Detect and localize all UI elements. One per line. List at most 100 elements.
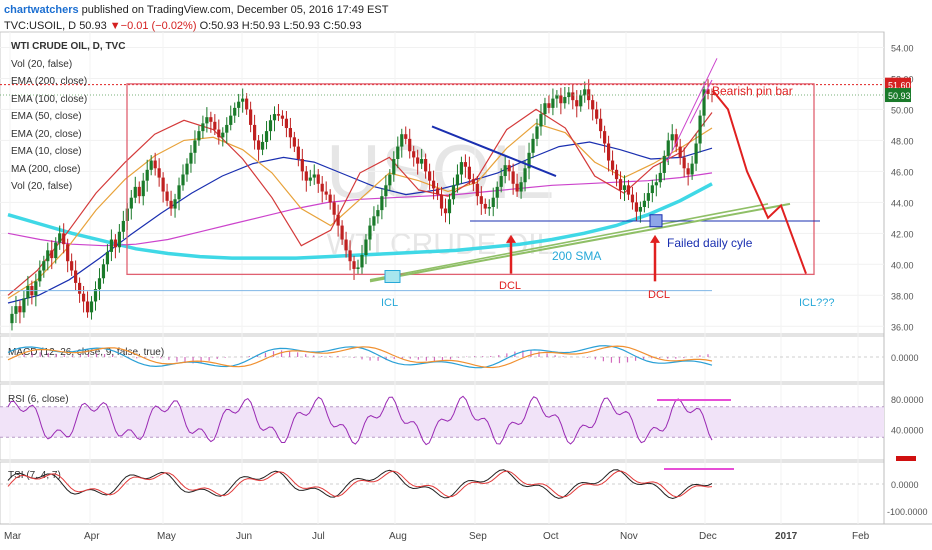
ohlc-values: O:50.93 H:50.93 L:50.93 C:50.93 (199, 20, 362, 32)
candle (599, 118, 603, 132)
moving-average-line (369, 203, 769, 281)
rsi-tick-label: 40.0000 (891, 426, 924, 436)
price-label: 50.93 (888, 91, 911, 101)
candle (431, 180, 436, 189)
candle (292, 137, 296, 147)
candle (698, 115, 702, 144)
candle (535, 126, 539, 139)
candle (197, 131, 201, 141)
candle (682, 157, 686, 169)
candle (424, 158, 428, 172)
candle (559, 95, 563, 104)
x-tick-label: Apr (84, 531, 100, 542)
x-tick-label: Mar (4, 531, 22, 542)
candle (352, 261, 356, 269)
candle (42, 261, 46, 271)
legend-item[interactable]: EMA (200, close) (11, 76, 88, 87)
candle (507, 165, 511, 172)
legend-item[interactable]: EMA (50, close) (11, 111, 82, 122)
candle (169, 200, 173, 209)
legend-item[interactable]: Vol (20, false) (11, 181, 73, 192)
candle (491, 197, 495, 208)
candle (129, 197, 133, 209)
candle (185, 163, 189, 175)
candle (268, 120, 273, 132)
candle (618, 179, 623, 190)
candle (670, 134, 674, 141)
price-axis[interactable] (884, 32, 932, 524)
candle (177, 185, 181, 200)
candle (181, 174, 185, 186)
y-tick-label: 44.00 (891, 198, 914, 208)
candle (252, 124, 257, 141)
candle (264, 131, 269, 142)
candle (241, 98, 245, 102)
y-tick-label: 50.00 (891, 105, 914, 115)
candle (475, 183, 479, 197)
y-tick-label: 54.00 (891, 43, 914, 53)
publish-line: chartwatchers published on TradingView.c… (4, 4, 388, 16)
candle (650, 185, 654, 194)
candle (408, 138, 412, 152)
rsi-line (7, 395, 713, 446)
candle (97, 278, 102, 290)
candle (221, 132, 225, 138)
candle (384, 185, 388, 197)
dcl-arrow-head (506, 234, 516, 243)
candle (368, 225, 372, 240)
candle (113, 239, 117, 248)
pin-bar-wedge-line (689, 79, 713, 124)
candle (372, 216, 376, 226)
candle (225, 124, 229, 133)
candle (499, 176, 503, 187)
candle (388, 174, 392, 186)
candle (34, 281, 38, 296)
candle (284, 118, 289, 129)
legend-item[interactable]: MA (200, close) (11, 163, 81, 175)
candle (467, 166, 471, 180)
candle (567, 92, 571, 98)
legend-item[interactable]: EMA (100, close) (11, 93, 88, 105)
candle (360, 255, 364, 268)
last-price: 50.93 (79, 20, 107, 32)
candle (463, 162, 468, 167)
candle (14, 306, 18, 314)
candle (256, 140, 261, 150)
candle (70, 261, 74, 271)
candle (58, 233, 62, 243)
candle (638, 207, 643, 212)
candle (483, 203, 487, 209)
rising-trend-line (369, 202, 791, 283)
candle (634, 202, 639, 212)
candle (455, 174, 460, 186)
candle (101, 264, 106, 279)
x-tick-label: Jul (312, 531, 325, 542)
candle (165, 191, 169, 201)
candle (606, 143, 611, 161)
moving-average-line (7, 141, 713, 304)
x-tick-label: Feb (852, 531, 870, 542)
dcl-arrow-head (650, 234, 660, 243)
candle (364, 239, 368, 256)
candle (531, 138, 535, 153)
pin-bar-wedge-line (666, 58, 718, 163)
symbol-label[interactable]: TVC:USOIL, D (4, 20, 77, 32)
candle (233, 107, 237, 116)
candle (404, 134, 408, 139)
candle (320, 183, 324, 192)
legend-item[interactable]: Vol (20, false) (11, 58, 73, 70)
candle (229, 115, 233, 125)
legend-item[interactable]: WTI CRUDE OIL, D, TVC (11, 41, 126, 52)
candle (81, 293, 86, 302)
candle (706, 89, 710, 94)
publisher-link[interactable]: chartwatchers (4, 4, 79, 16)
candle (117, 231, 121, 248)
candle (149, 160, 153, 170)
legend-item[interactable]: EMA (20, close) (11, 128, 82, 140)
candle (678, 146, 682, 158)
candle (105, 251, 110, 265)
legend-item[interactable]: EMA (10, close) (11, 146, 82, 157)
candle (710, 93, 714, 96)
candle (304, 171, 308, 181)
